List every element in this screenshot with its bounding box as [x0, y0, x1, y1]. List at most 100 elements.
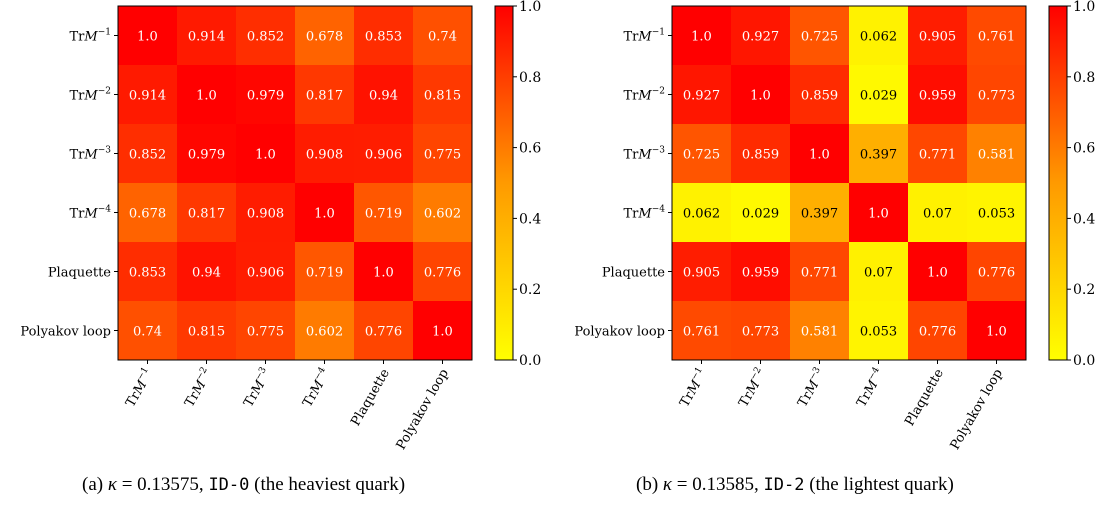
heatmap-cell	[295, 301, 355, 361]
cell-value-label: 0.07	[923, 207, 952, 222]
heatmap-cell	[731, 65, 791, 125]
cell-value-label: 0.959	[742, 266, 779, 281]
heatmap-cell	[177, 65, 237, 125]
heatmap-panel-a: 1.0 0.914 0.852 0.678 0.853 0.74 0.914 1.0 0.979…	[20, 0, 541, 452]
y-tick-label-trm-1: TrM−1	[624, 28, 665, 45]
cell-value-label: 0.914	[129, 89, 166, 104]
x-tick-label-polyakov-loop: Polyakov loop	[394, 367, 452, 453]
cell-value-label: 0.908	[306, 148, 343, 163]
cell-value-label: 1.0	[255, 148, 276, 163]
cell-value-label: 1.0	[986, 325, 1007, 340]
cell-value-label: 0.815	[424, 89, 461, 104]
caption-suffix: (the heaviest quark)	[254, 474, 406, 495]
x-tick-label-trm-1: TrM−1	[121, 366, 156, 410]
heatmap-cell	[177, 6, 237, 66]
cell-value-label: 0.581	[978, 148, 1015, 163]
heatmap-cell	[295, 242, 355, 302]
cell-value-label: 0.94	[369, 89, 398, 104]
cell-value-label: 0.771	[919, 148, 956, 163]
heatmap-cell	[967, 6, 1027, 66]
cell-value-label: 1.0	[137, 30, 158, 45]
cell-value-label: 1.0	[750, 89, 771, 104]
cell-value-label: 0.773	[742, 325, 779, 340]
cell-value-label: 0.853	[129, 266, 166, 281]
cell-value-label: 0.927	[683, 89, 720, 104]
cell-value-label: 0.678	[129, 207, 166, 222]
colorbar	[494, 5, 514, 361]
heatmap-cell	[295, 65, 355, 125]
cell-value-label: 0.062	[860, 30, 897, 45]
heatmap-cell	[731, 242, 791, 302]
cell-value-label: 0.927	[742, 30, 779, 45]
heatmap-cell	[967, 183, 1027, 243]
heatmap-cell	[967, 65, 1027, 125]
heatmap-cell	[118, 242, 178, 302]
heatmap-cell	[672, 6, 732, 66]
cell-value-label: 0.94	[192, 266, 221, 281]
cell-value-label: 1.0	[927, 266, 948, 281]
cell-value-label: 0.852	[129, 148, 166, 163]
caption-prefix: (a)	[82, 474, 104, 495]
cell-value-label: 0.397	[860, 148, 897, 163]
heatmap-cell	[118, 183, 178, 243]
heatmap-cell	[413, 6, 473, 66]
y-tick-label-polyakov-loop: Polyakov loop	[574, 325, 665, 340]
cell-value-label: 1.0	[432, 325, 453, 340]
heatmap-cell	[849, 242, 909, 302]
heatmap-cell	[731, 6, 791, 66]
heatmap-cell	[790, 65, 850, 125]
colorbar-tick-label: 0.4	[519, 211, 541, 227]
y-tick-label-trm-4: TrM−4	[70, 205, 112, 222]
colorbar-tick-label: 0.6	[519, 141, 541, 157]
caption-kappa-value: = 0.13575,	[121, 474, 204, 495]
cell-value-label: 0.07	[864, 266, 893, 281]
colorbar-tick-label: 0.0	[1073, 353, 1095, 369]
caption-id: ID-2	[763, 475, 805, 495]
cell-value-label: 1.0	[373, 266, 394, 281]
cell-value-label: 0.678	[306, 30, 343, 45]
x-tick-label-trm-2: TrM−2	[734, 366, 769, 410]
heatmap-cell	[413, 124, 473, 184]
heatmap-cell	[295, 183, 355, 243]
heatmap-cell	[967, 124, 1027, 184]
cell-value-label: 0.776	[424, 266, 461, 281]
heatmap-cell	[236, 242, 296, 302]
cell-value-label: 0.906	[365, 148, 402, 163]
cell-value-label: 0.775	[247, 325, 284, 340]
cell-value-label: 0.773	[978, 89, 1015, 104]
heatmap-cell	[849, 65, 909, 125]
cell-value-label: 0.725	[683, 148, 720, 163]
y-tick-label-trm-2: TrM−2	[624, 87, 665, 104]
x-tick-label-polyakov-loop: Polyakov loop	[948, 367, 1006, 453]
caption-b: (b) κ = 0.13585, ID-2 (the lightest quar…	[636, 474, 954, 496]
colorbar-tick-label: 0.2	[519, 282, 541, 298]
heatmap-cell	[118, 65, 178, 125]
cell-value-label: 0.029	[860, 89, 897, 104]
heatmap-cell	[908, 301, 968, 361]
cell-value-label: 0.761	[683, 325, 720, 340]
heatmap-cell	[672, 183, 732, 243]
x-tick-label-trm-2: TrM−2	[180, 366, 215, 410]
heatmap-cell	[354, 242, 414, 302]
cell-value-label: 0.959	[919, 89, 956, 104]
cell-value-label: 0.775	[424, 148, 461, 163]
colorbar-tick-label: 0.4	[1073, 211, 1095, 227]
cell-value-label: 1.0	[691, 30, 712, 45]
heatmap-cell	[672, 301, 732, 361]
heatmap-cell	[177, 301, 237, 361]
cell-value-label: 0.979	[247, 89, 284, 104]
cell-value-label: 0.859	[801, 89, 838, 104]
heatmap-cell	[967, 242, 1027, 302]
heatmap-panel-b: 1.0 0.927 0.725 0.062 0.905 0.761 0.927 1.0 0.85…	[574, 0, 1095, 452]
heatmap-cell	[413, 65, 473, 125]
heatmap-cell	[790, 124, 850, 184]
x-tick-label-trm-4: TrM−4	[298, 365, 334, 410]
cell-value-label: 0.602	[306, 325, 343, 340]
cell-value-label: 0.776	[978, 266, 1015, 281]
colorbar-tick-label: 0.8	[519, 70, 541, 86]
heatmap-cell	[177, 242, 237, 302]
colorbar	[1048, 5, 1068, 361]
cell-value-label: 0.725	[801, 30, 838, 45]
heatmap-cell	[118, 301, 178, 361]
cell-value-label: 0.053	[860, 325, 897, 340]
